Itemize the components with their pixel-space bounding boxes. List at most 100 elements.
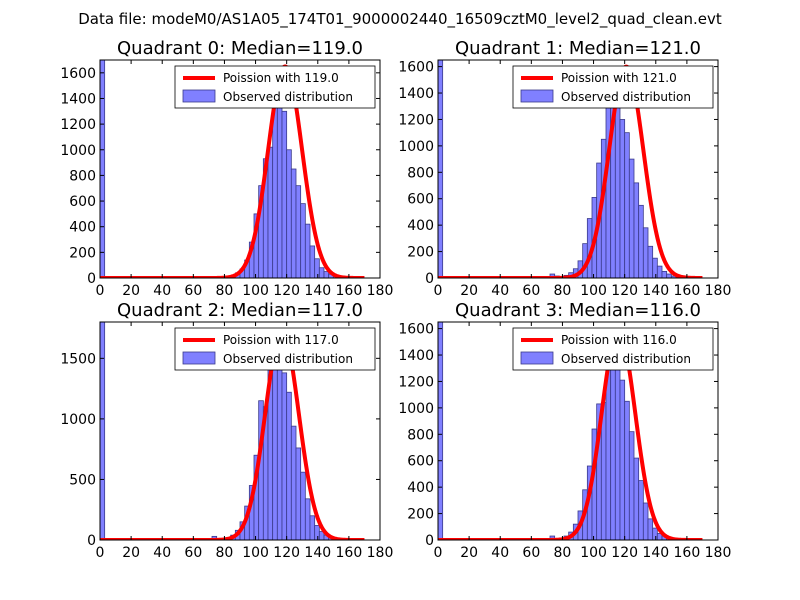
legend: Poission with 117.0 Observed distribution <box>174 327 376 371</box>
histogram-bar <box>304 498 311 540</box>
legend-entry-poisson: Poission with 121.0 <box>561 71 677 85</box>
y-tick-label: 200 <box>69 245 96 261</box>
y-tick-label: 800 <box>407 165 434 181</box>
poisson-curve <box>438 64 704 278</box>
x-tick-label: 40 <box>491 283 509 299</box>
histogram-bar <box>656 265 663 278</box>
x-tick-label: 120 <box>611 283 638 299</box>
legend: Poission with 116.0 Observed distribution <box>512 327 714 371</box>
histogram-bar <box>642 227 649 278</box>
figure-suptitle: Data file: modeM0/AS1A05_174T01_90000024… <box>78 10 722 29</box>
y-tick-label: 1400 <box>398 86 434 102</box>
poisson-curve <box>438 327 704 540</box>
plot-area <box>438 322 704 540</box>
histogram-bar <box>633 182 640 278</box>
y-tick-label: 600 <box>69 194 96 210</box>
subplot-title: Quadrant 1: Median=121.0 <box>455 38 701 59</box>
x-tick-label: 40 <box>491 545 509 561</box>
x-tick-label: 140 <box>642 283 669 299</box>
x-tick-label: 60 <box>522 283 540 299</box>
y-tick-label: 1400 <box>60 91 96 107</box>
plot-area <box>100 322 366 540</box>
y-tick-label: 1400 <box>398 348 434 364</box>
histogram-bar <box>309 245 316 278</box>
x-tick-label: 60 <box>184 283 202 299</box>
histogram-bar <box>619 379 626 540</box>
legend: Poission with 119.0 Observed distribution <box>174 65 376 109</box>
histogram-bar <box>309 515 316 540</box>
y-tick-label: 1600 <box>398 322 434 338</box>
histogram-bar <box>267 146 274 278</box>
x-tick-label: 60 <box>184 545 202 561</box>
x-tick-label: 40 <box>153 283 171 299</box>
histogram-bar <box>290 168 297 278</box>
x-tick-label: 140 <box>304 283 331 299</box>
y-tick-label: 0 <box>87 271 96 287</box>
x-tick-label: 100 <box>580 545 607 561</box>
x-tick-label: 180 <box>367 283 394 299</box>
y-tick-label: 1600 <box>60 66 96 82</box>
legend-entry-observed: Observed distribution <box>223 90 353 104</box>
histogram-bar <box>314 525 320 540</box>
x-tick-label: 80 <box>216 545 234 561</box>
x-tick-label: 100 <box>242 283 269 299</box>
legend-entry-poisson: Poission with 116.0 <box>561 333 677 347</box>
y-tick-label: 500 <box>69 472 96 488</box>
histogram-bar <box>619 119 626 278</box>
x-tick-label: 20 <box>460 283 478 299</box>
histogram-bar <box>633 457 640 540</box>
histogram-bar <box>652 527 658 540</box>
x-tick-label: 140 <box>304 545 331 561</box>
y-tick-label: 600 <box>407 192 434 208</box>
histogram-bar <box>318 267 325 278</box>
histogram-bar <box>666 273 672 278</box>
x-tick-label: 160 <box>674 545 701 561</box>
y-tick-label: 1200 <box>398 374 434 390</box>
x-tick-label: 160 <box>674 283 701 299</box>
x-tick-label: 160 <box>336 545 363 561</box>
y-tick-label: 200 <box>407 507 434 523</box>
x-tick-label: 120 <box>273 545 300 561</box>
histogram-bar <box>100 322 106 540</box>
x-tick-label: 20 <box>122 545 140 561</box>
legend-entry-poisson: Poission with 119.0 <box>223 71 339 85</box>
histogram-bar <box>638 204 644 278</box>
histogram-bar <box>647 245 654 278</box>
x-tick-label: 80 <box>554 283 572 299</box>
histogram-bar <box>276 357 283 540</box>
histogram-bar <box>100 60 106 278</box>
y-tick-label: 1000 <box>60 412 96 428</box>
legend-bar-swatch <box>520 351 554 365</box>
x-tick-label: 60 <box>522 545 540 561</box>
x-tick-label: 20 <box>460 545 478 561</box>
histogram-bar <box>624 132 630 278</box>
legend-entry-observed: Observed distribution <box>561 90 691 104</box>
histogram-bar <box>290 425 297 540</box>
x-tick-label: 100 <box>242 545 269 561</box>
y-tick-label: 400 <box>69 220 96 236</box>
axes-frame <box>99 321 381 541</box>
legend-frame <box>512 65 714 109</box>
y-tick-label: 1200 <box>398 112 434 128</box>
poisson-curve <box>100 64 366 278</box>
x-tick-label: 120 <box>611 545 638 561</box>
histogram-bar <box>281 372 288 540</box>
histogram-bar <box>638 480 644 540</box>
subplot-grid: Quadrant 0: Median=119.00 20 40 60 80 100 120 1… <box>60 38 731 561</box>
x-tick-label: 80 <box>216 283 234 299</box>
histogram-bar <box>610 348 616 540</box>
subplot-q0: Quadrant 0: Median=119.00 20 40 60 80 100 120 1… <box>60 38 393 299</box>
subplot-q1: Quadrant 1: Median=121.00 20 40 60 80 100 120 1… <box>398 38 731 299</box>
legend-bar-swatch <box>520 89 554 103</box>
histogram-bar <box>314 258 320 278</box>
y-tick-label: 0 <box>425 533 434 549</box>
x-tick-label: 0 <box>434 545 443 561</box>
y-tick-label: 600 <box>407 454 434 470</box>
histogram-bar <box>286 149 292 278</box>
y-tick-label: 1000 <box>398 401 434 417</box>
legend-bar-swatch <box>182 89 216 103</box>
y-tick-label: 800 <box>69 168 96 184</box>
y-tick-label: 400 <box>407 218 434 234</box>
histogram-bar <box>628 158 635 278</box>
histogram-bar <box>652 257 658 278</box>
